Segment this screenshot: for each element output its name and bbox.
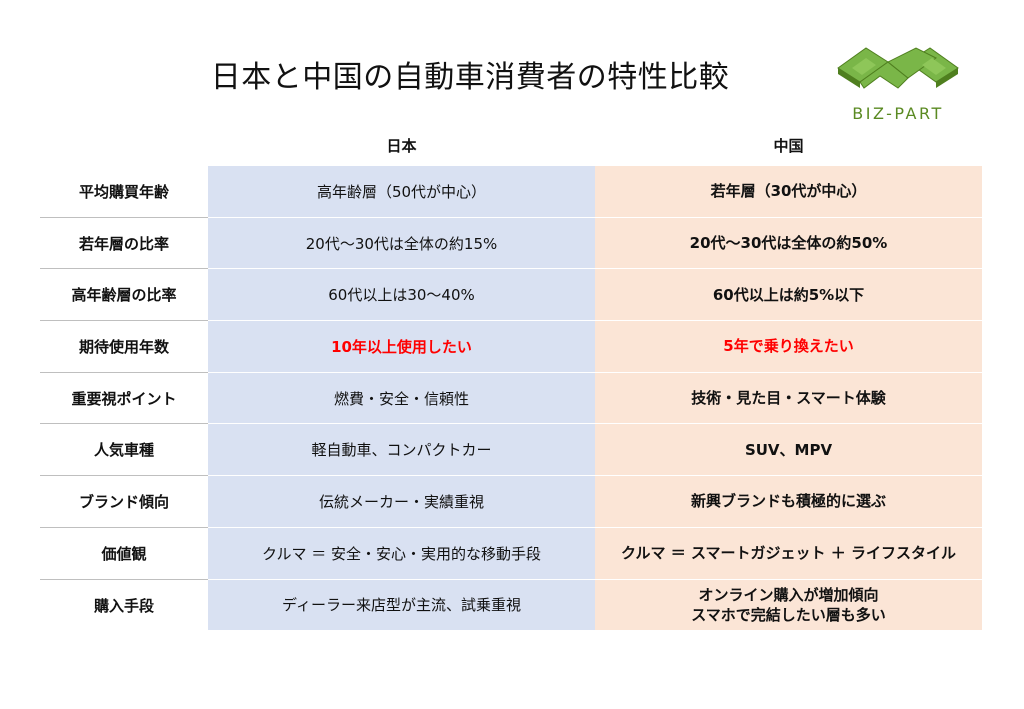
japan-cell: 20代～30代は全体の約15% [208,217,595,270]
column-header-japan: 日本 [386,137,417,155]
japan-cell: 燃費・安全・信頼性 [208,372,595,425]
row-label: 購入手段 [93,596,154,615]
row-label: 期待使用年数 [40,321,208,373]
table-row: 人気車種 軽自動車、コンパクトカー SUV、MPV [40,424,982,477]
table-row: 期待使用年数 10年以上使用したい 5年で乗り換えたい [40,321,982,373]
biz-part-logo: BIZ-PART [828,38,968,128]
china-cell: 60代以上は約5%以下 [595,269,982,322]
row-label: 高年齢層の比率 [40,269,208,322]
china-cell: クルマ ＝ スマートガジェット ＋ ライフスタイル [595,527,982,580]
japan-cell: 10年以上使用したい [208,321,595,373]
comparison-table: 日本 中国 平均購買年齢 高年齢層（50代が中心） 若年層（30代が中心） 若年… [40,130,982,632]
header-spacer [40,130,208,166]
page-title: 日本と中国の自動車消費者の特性比較 [210,60,730,95]
china-cell-line: オンライン購入が増加傾向 [698,585,879,604]
japan-cell: 伝統メーカー・実績重視 [208,476,595,528]
row-label: 人気車種 [40,424,208,477]
china-cell: オンライン購入が増加傾向 スマホで完結したい層も多い [595,579,982,632]
china-cell: 20代～30代は全体の約50% [595,217,982,270]
japan-cell: 60代以上は30～40% [208,269,595,322]
china-cell-line: スマホで完結したい層も多い [691,605,886,624]
row-label: 若年層の比率 [40,218,208,270]
row-label: 重要視ポイント [40,373,208,425]
row-label: 価値観 [40,528,208,580]
logo-text: BIZ-PART [852,104,944,123]
china-cell: 新興ブランドも積極的に選ぶ [595,476,982,528]
china-cell: 若年層（30代が中心） [595,166,982,218]
logo-mark-icon [837,47,959,89]
china-cell: SUV、MPV [595,424,982,477]
row-label: 平均購買年齢 [40,166,208,218]
table-row: 若年層の比率 20代～30代は全体の約15% 20代～30代は全体の約50% [40,217,982,270]
row-label: ブランド傾向 [40,476,208,528]
china-cell: 技術・見た目・スマート体験 [595,372,982,425]
highlight-text: 5年で乗り換えたい [723,337,854,356]
table-row: 重要視ポイント 燃費・安全・信頼性 技術・見た目・スマート体験 [40,372,982,425]
japan-cell: クルマ ＝ 安全・安心・実用的な移動手段 [208,527,595,580]
japan-cell: ディーラー来店型が主流、試乗重視 [208,579,595,632]
column-header-china: 中国 [773,137,804,155]
table-row: 価値観 クルマ ＝ 安全・安心・実用的な移動手段 クルマ ＝ スマートガジェット… [40,527,982,580]
table-header: 日本 中国 [40,130,982,166]
table-row: 高年齢層の比率 60代以上は30～40% 60代以上は約5%以下 [40,269,982,322]
table-row: ブランド傾向 伝統メーカー・実績重視 新興ブランドも積極的に選ぶ [40,476,982,528]
japan-cell: 高年齢層（50代が中心） [208,166,595,218]
china-cell: 5年で乗り換えたい [595,321,982,373]
table-row: 購入手段 ディーラー来店型が主流、試乗重視 オンライン購入が増加傾向 スマホで完… [40,579,982,632]
table-row: 平均購買年齢 高年齢層（50代が中心） 若年層（30代が中心） [40,166,982,218]
japan-cell: 軽自動車、コンパクトカー [208,424,595,477]
highlight-text: 10年以上使用したい [331,337,472,356]
